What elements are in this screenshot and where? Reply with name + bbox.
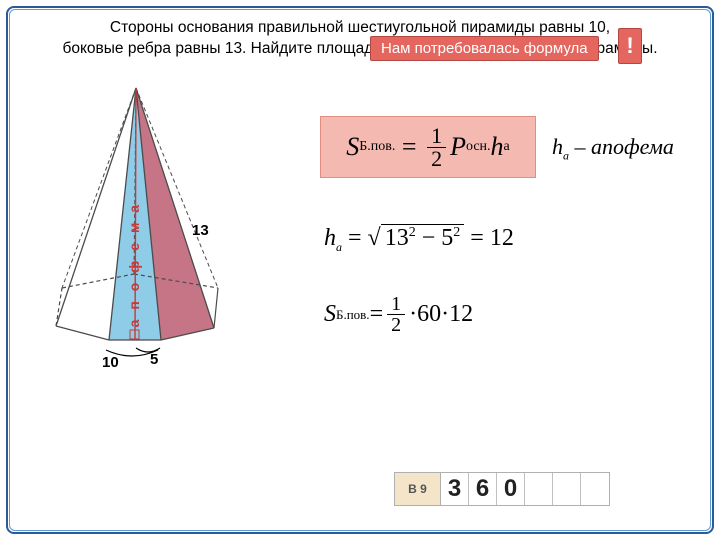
calc-ha: ha = √132 − 52 = 12 bbox=[324, 224, 514, 255]
label-edge-13: 13 bbox=[192, 222, 209, 239]
answer-box: В 9 3 6 0 bbox=[394, 472, 610, 506]
label-apothem: а п о ф е м а bbox=[126, 202, 142, 327]
formula-P-sub: осн. bbox=[466, 139, 491, 155]
answer-cell-5 bbox=[581, 473, 609, 505]
apothem-note: ha – апофема bbox=[552, 134, 674, 163]
answer-cell-2: 0 bbox=[497, 473, 525, 505]
answer-cell-3 bbox=[525, 473, 553, 505]
formula-h: h bbox=[491, 132, 504, 162]
calc-area: SБ.пов. = 1 2 · 60 · 12 bbox=[324, 294, 473, 335]
label-base-10: 10 bbox=[102, 354, 119, 371]
answer-cell-4 bbox=[553, 473, 581, 505]
formula-box: SБ.пов. = 1 2 Pосн. ha bbox=[320, 116, 536, 178]
formula-S: S bbox=[346, 132, 359, 162]
formula-h-sub: a bbox=[504, 139, 510, 155]
answer-cell-1: 6 bbox=[469, 473, 497, 505]
formula-S-sub: Б.пов. bbox=[359, 139, 395, 155]
formula-P: P bbox=[450, 132, 466, 162]
answer-cell-0: 3 bbox=[441, 473, 469, 505]
problem-line1: Стороны основания правильной шестиугольн… bbox=[110, 19, 610, 36]
pyramid-figure bbox=[26, 78, 286, 368]
formula-eq: = bbox=[402, 132, 417, 162]
calc2-frac: 1 2 bbox=[387, 294, 405, 335]
formula-callout: Нам потребовалась формула bbox=[370, 36, 599, 61]
label-half-5: 5 bbox=[150, 351, 158, 368]
formula-frac: 1 2 bbox=[427, 125, 446, 170]
warn-badge: ! bbox=[618, 28, 642, 64]
answer-label: В 9 bbox=[395, 473, 441, 505]
problem-text: Стороны основания правильной шестиугольн… bbox=[0, 18, 720, 60]
